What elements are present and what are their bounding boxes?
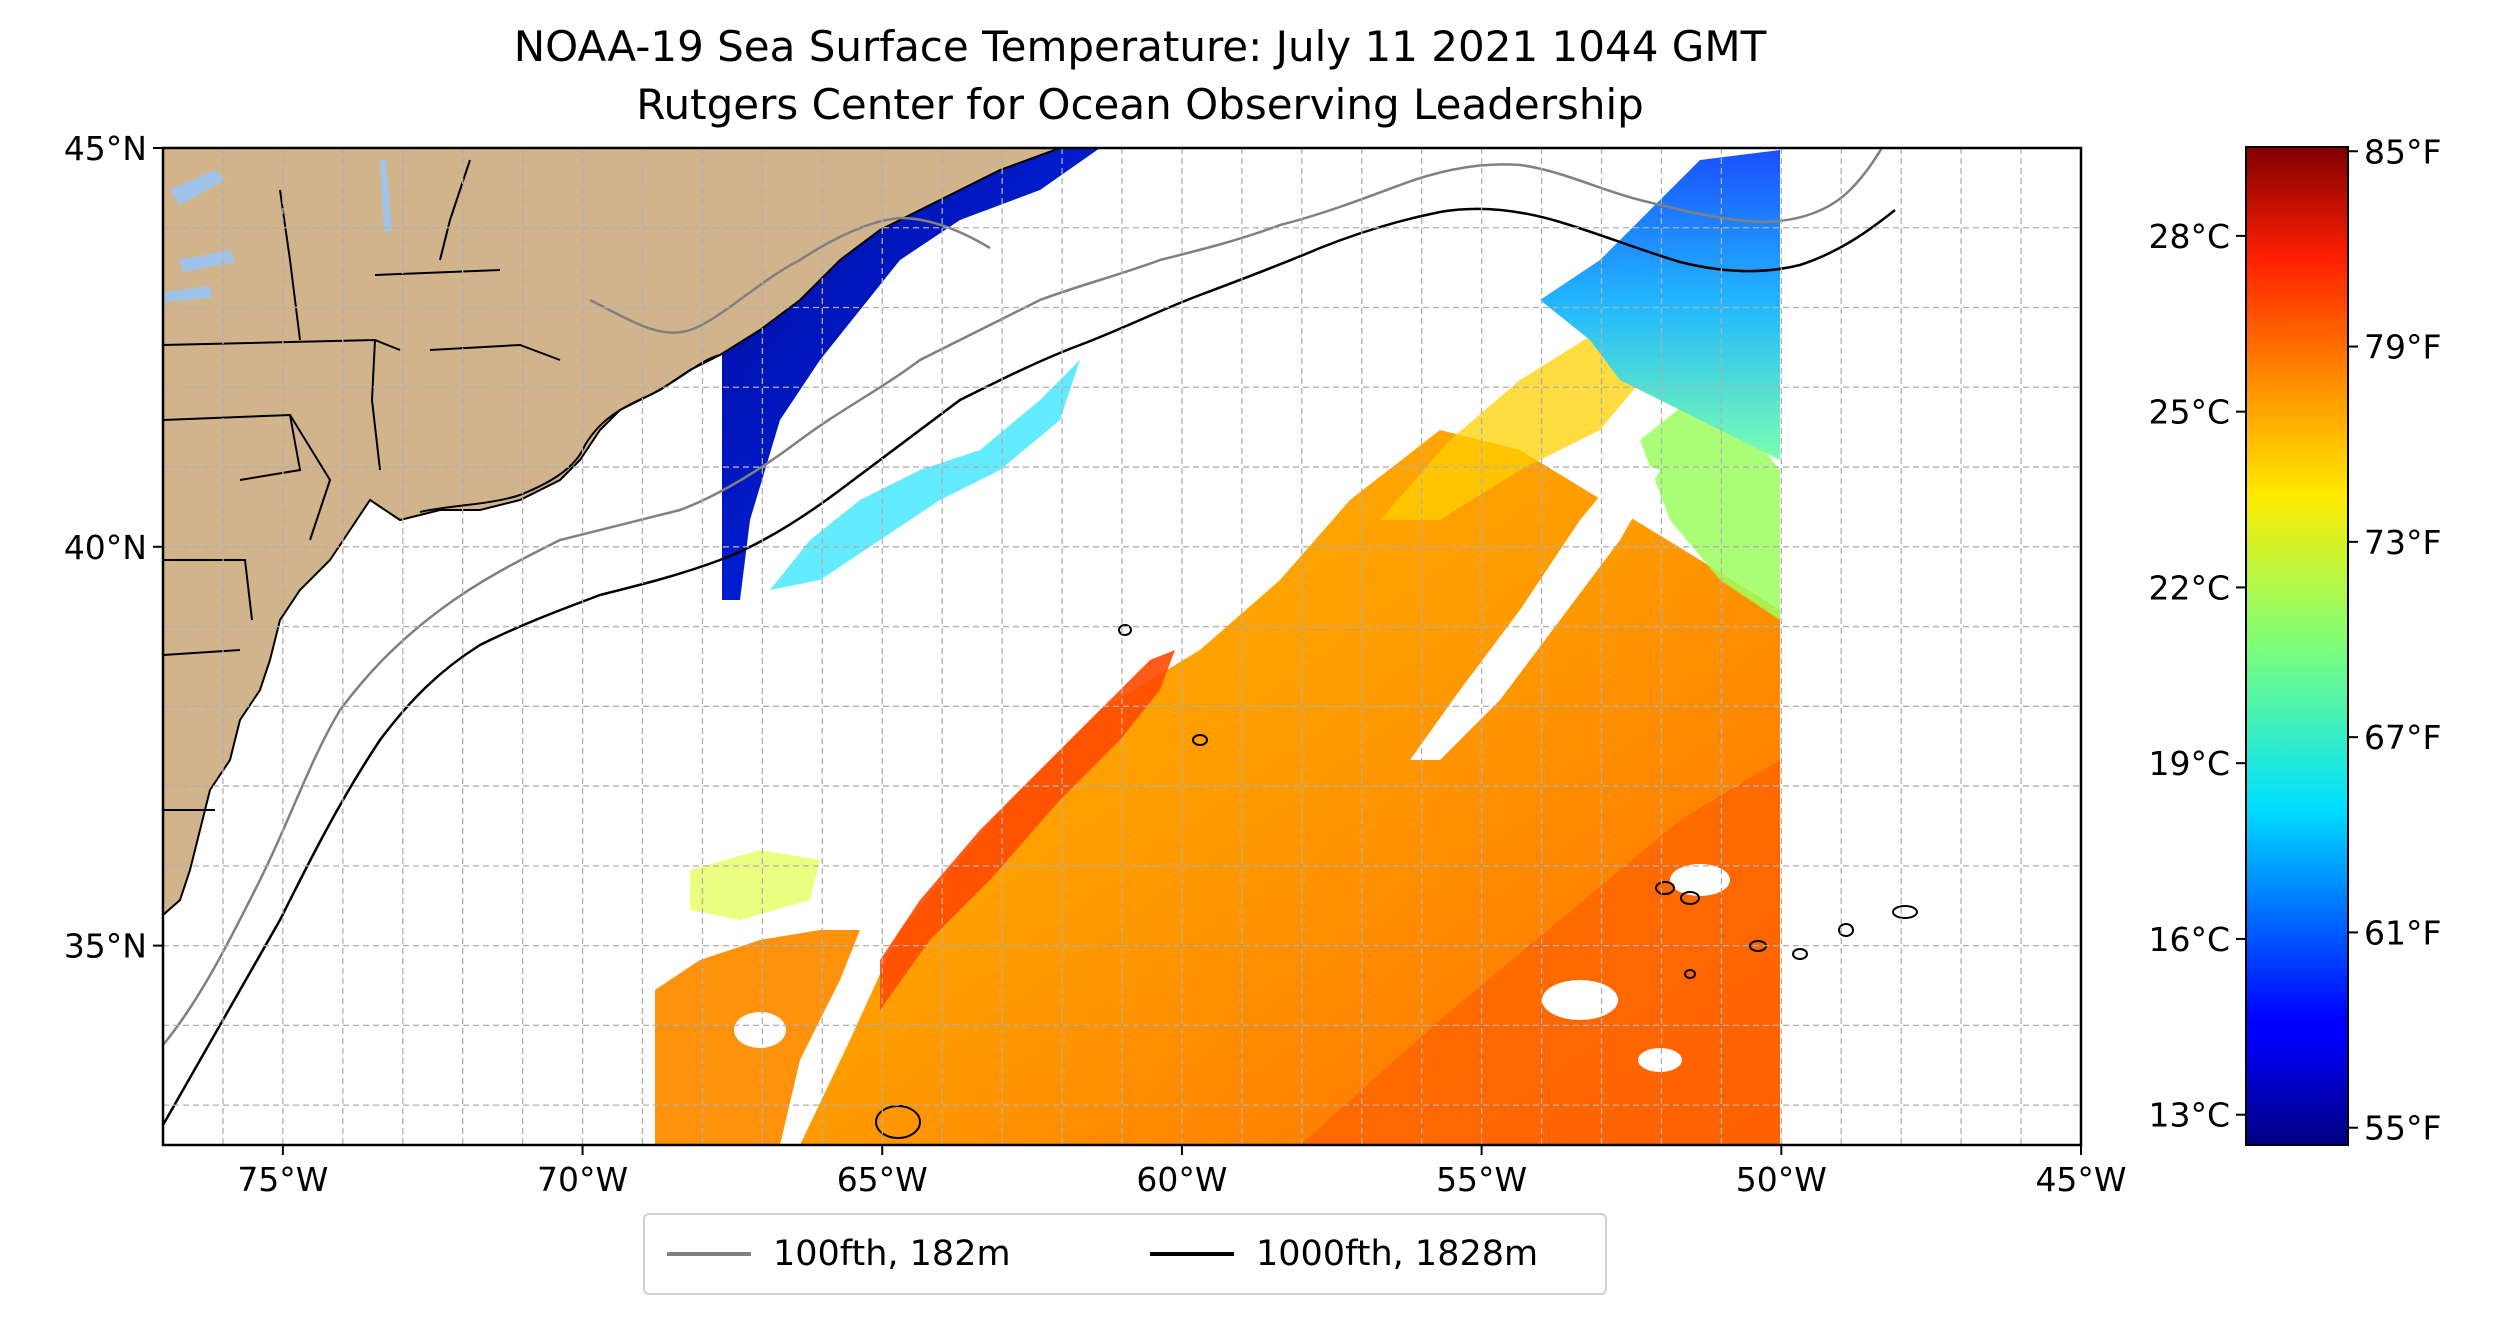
- colorbar-ticks: 13°C 16°C 19°C 22°C 25°C 28°C 55°F 61°F 67°F 73°F…: [2148, 132, 2441, 1147]
- chart-title-line2: Rutgers Center for Ocean Observing Leade…: [636, 80, 1644, 129]
- legend-label-100fth: 100fth, 182m: [773, 1234, 1011, 1274]
- sst-yellow-southwest: [690, 850, 820, 920]
- cloud-gap: [1010, 620, 1150, 740]
- colorbar-label-fahrenheit: 61°F: [2364, 913, 2441, 952]
- colorbar-label-fahrenheit: 79°F: [2364, 328, 2441, 367]
- lake: [170, 170, 225, 205]
- legend-label-1000fth: 1000fth, 1828m: [1256, 1234, 1539, 1274]
- legend-item-100fth: 100fth, 182m: [667, 1215, 1011, 1293]
- sst-green-band: [1640, 400, 1780, 620]
- seamount-contours: [875, 624, 1918, 1139]
- colorbar-label-celsius: 19°C: [2148, 744, 2230, 783]
- sst-cyan-patches: [770, 360, 1080, 590]
- lake: [178, 250, 235, 272]
- legend-swatch-1000fth: [1150, 1252, 1234, 1256]
- bathymetry-1000fth: [163, 207, 1896, 1126]
- bathymetry-100fth: [163, 148, 1884, 1046]
- cloud-gap: [734, 1012, 786, 1048]
- x-tick-label: 55°W: [1436, 1160, 1527, 1199]
- map-frame: [161, 146, 2083, 1147]
- sst-mid-yellow: [1380, 330, 1650, 520]
- lake: [380, 160, 392, 232]
- cloud-gap: [1542, 980, 1618, 1020]
- cloud-gap: [1670, 864, 1730, 896]
- colorbar-label-celsius: 16°C: [2148, 920, 2230, 959]
- y-tick-label: 40°N: [64, 528, 147, 567]
- chart-title-line1: NOAA-19 Sea Surface Temperature: July 11…: [513, 22, 1767, 71]
- colorbar-label-fahrenheit: 67°F: [2364, 718, 2441, 757]
- x-tick-label: 60°W: [1136, 1160, 1227, 1199]
- colorbar-label-celsius: 13°C: [2148, 1096, 2230, 1135]
- colorbar-label-fahrenheit: 73°F: [2364, 523, 2441, 562]
- colorbar-label-fahrenheit: 85°F: [2364, 132, 2441, 171]
- colorbar-label-celsius: 28°C: [2148, 217, 2230, 256]
- north-america-land: [163, 148, 1061, 917]
- x-tick-label: 70°W: [537, 1160, 628, 1199]
- lake: [163, 286, 212, 302]
- x-tick-label: 75°W: [237, 1160, 328, 1199]
- legend-swatch-100fth: [667, 1252, 751, 1256]
- x-tick-label: 50°W: [1736, 1160, 1827, 1199]
- sst-streak-red: [880, 650, 1175, 1010]
- cloud-gap: [1410, 460, 1660, 760]
- y-tick-label: 45°N: [64, 129, 147, 168]
- x-tick-label: 45°W: [2035, 1160, 2126, 1199]
- x-tick-label: 65°W: [837, 1160, 928, 1199]
- coastline-mainland: [419, 354, 721, 513]
- map-axes: 75°W 70°W 65°W 60°W 55°W 50°W 45°W 45°N 40°N 35°N: [64, 129, 2127, 1199]
- colorbar-label-celsius: 25°C: [2148, 393, 2230, 432]
- state-borders: [163, 159, 561, 811]
- y-tick-label: 35°N: [64, 927, 147, 966]
- cloud-gap: [1638, 1048, 1682, 1072]
- legend-item-1000fth: 1000fth, 1828m: [1150, 1215, 1538, 1293]
- colorbar: [2245, 146, 2349, 1146]
- sst-northeast-blue: [1540, 150, 1780, 460]
- bathymetry-100fth: [589, 216, 991, 334]
- map-legend: 100fth, 182m 1000fth, 1828m: [643, 1213, 1607, 1295]
- colorbar-label-celsius: 22°C: [2148, 568, 2230, 607]
- colorbar-label-fahrenheit: 55°F: [2364, 1109, 2441, 1148]
